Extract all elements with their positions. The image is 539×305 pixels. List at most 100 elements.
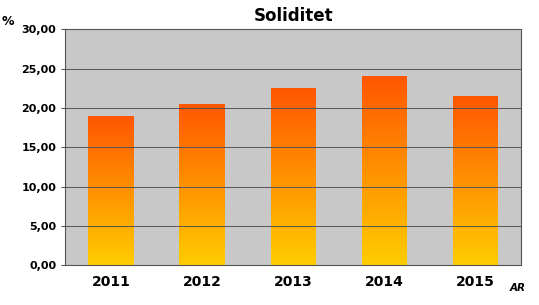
Bar xyxy=(362,125,407,127)
Bar xyxy=(453,245,499,246)
Bar xyxy=(453,232,499,233)
Bar xyxy=(179,169,225,170)
Bar xyxy=(271,216,316,217)
Bar xyxy=(179,107,225,108)
Bar xyxy=(88,243,134,244)
Bar xyxy=(453,221,499,222)
Bar xyxy=(271,239,316,240)
Bar xyxy=(362,152,407,153)
Bar xyxy=(453,148,499,149)
Bar xyxy=(453,124,499,125)
Bar xyxy=(88,259,134,260)
Bar xyxy=(362,195,407,196)
Bar xyxy=(179,149,225,150)
Bar xyxy=(88,118,134,119)
Bar xyxy=(179,145,225,146)
Bar xyxy=(179,104,225,105)
Bar xyxy=(362,238,407,239)
Bar xyxy=(88,191,134,192)
Bar xyxy=(88,153,134,154)
Bar xyxy=(271,100,316,101)
Bar xyxy=(88,254,134,255)
Bar xyxy=(271,249,316,250)
Bar xyxy=(271,241,316,242)
Bar xyxy=(271,104,316,105)
Bar xyxy=(271,168,316,169)
Bar xyxy=(362,236,407,237)
Bar xyxy=(271,115,316,116)
Bar xyxy=(453,159,499,160)
Bar xyxy=(362,242,407,243)
Bar xyxy=(271,98,316,99)
Bar xyxy=(88,206,134,207)
Bar xyxy=(362,158,407,160)
Bar xyxy=(88,236,134,237)
Bar xyxy=(179,262,225,263)
Bar xyxy=(453,100,499,101)
Bar xyxy=(88,122,134,123)
Bar xyxy=(453,231,499,232)
Bar xyxy=(179,134,225,135)
Bar xyxy=(179,109,225,110)
Bar xyxy=(271,264,316,265)
Bar xyxy=(362,239,407,240)
Bar xyxy=(362,162,407,163)
Bar xyxy=(88,120,134,121)
Bar xyxy=(179,135,225,136)
Bar xyxy=(362,221,407,222)
Bar xyxy=(271,262,316,264)
Bar xyxy=(271,108,316,109)
Bar xyxy=(453,259,499,260)
Bar xyxy=(362,208,407,210)
Bar xyxy=(362,109,407,110)
Bar xyxy=(362,230,407,231)
Bar xyxy=(453,116,499,117)
Bar xyxy=(362,206,407,207)
Bar xyxy=(179,201,225,202)
Bar xyxy=(362,206,407,208)
Bar xyxy=(88,207,134,208)
Bar xyxy=(362,156,407,158)
Bar xyxy=(271,141,316,142)
Bar xyxy=(362,88,407,89)
Bar xyxy=(88,219,134,220)
Bar xyxy=(453,174,499,175)
Bar xyxy=(362,233,407,234)
Bar xyxy=(453,146,499,147)
Bar xyxy=(362,157,407,159)
Bar xyxy=(453,180,499,181)
Bar xyxy=(271,106,316,107)
Bar xyxy=(88,215,134,216)
Bar xyxy=(362,160,407,161)
Bar xyxy=(453,147,499,148)
Bar xyxy=(271,238,316,239)
Bar xyxy=(179,126,225,127)
Bar xyxy=(362,219,407,220)
Bar xyxy=(179,206,225,207)
Bar xyxy=(362,237,407,238)
Bar xyxy=(88,263,134,264)
Bar xyxy=(88,189,134,190)
Bar xyxy=(179,159,225,160)
Bar xyxy=(179,164,225,165)
Bar xyxy=(362,150,407,151)
Bar xyxy=(179,232,225,233)
Bar xyxy=(453,150,499,151)
Bar xyxy=(453,102,499,103)
Bar xyxy=(88,172,134,173)
Bar xyxy=(271,155,316,156)
Bar xyxy=(453,238,499,239)
Bar xyxy=(271,194,316,195)
Bar xyxy=(453,249,499,250)
Bar xyxy=(362,173,407,174)
Bar xyxy=(453,217,499,218)
Bar xyxy=(271,207,316,208)
Bar xyxy=(453,156,499,157)
Bar xyxy=(362,80,407,81)
Bar xyxy=(88,176,134,177)
Bar xyxy=(453,170,499,171)
Bar xyxy=(453,257,499,258)
Bar xyxy=(453,145,499,146)
Bar xyxy=(271,260,316,261)
Bar xyxy=(271,197,316,198)
